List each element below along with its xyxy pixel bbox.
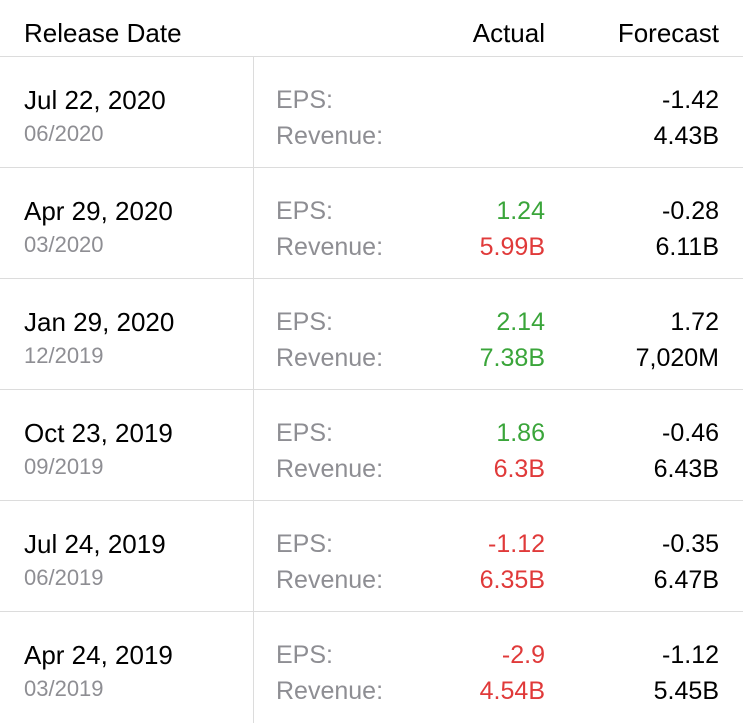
- eps-forecast: -1.12: [662, 641, 719, 669]
- revenue-label: Revenue:: [276, 566, 384, 594]
- revenue-label: Revenue:: [276, 122, 384, 150]
- eps-forecast: -1.42: [662, 86, 719, 114]
- release-date: Jul 22, 2020: [24, 85, 166, 115]
- eps-forecast: -0.28: [662, 197, 719, 225]
- eps-actual: 1.24: [496, 197, 545, 225]
- eps-forecast: 1.72: [670, 308, 719, 336]
- earnings-table: Jul 22, 2020 06/2020 EPS: Revenue: -1.42…: [0, 57, 743, 723]
- eps-actual: 2.14: [496, 308, 545, 336]
- header-forecast: Forecast: [617, 18, 719, 48]
- eps-forecast: -0.46: [662, 419, 719, 447]
- fiscal-period: 06/2020: [24, 121, 104, 146]
- header-release-date: Release Date: [24, 18, 182, 48]
- release-date: Jan 29, 2020: [24, 307, 175, 337]
- eps-actual: 1.86: [496, 419, 545, 447]
- eps-forecast: -0.35: [662, 530, 719, 558]
- eps-label: EPS:: [276, 197, 333, 225]
- revenue-actual: 5.99B: [479, 233, 545, 261]
- revenue-forecast: 6.47B: [653, 566, 719, 594]
- table-row[interactable]: Jul 24, 2019 06/2019 EPS: Revenue: -1.12…: [0, 501, 743, 612]
- revenue-forecast: 4.43B: [653, 122, 719, 150]
- eps-actual: -1.12: [488, 530, 545, 558]
- revenue-forecast: 5.45B: [653, 677, 719, 705]
- release-date: Apr 29, 2020: [24, 196, 173, 226]
- fiscal-period: 09/2019: [24, 454, 104, 479]
- fiscal-period: 12/2019: [24, 343, 104, 368]
- column-divider: [253, 612, 254, 723]
- column-divider: [253, 279, 254, 389]
- fiscal-period: 03/2019: [24, 676, 104, 701]
- revenue-forecast: 6.43B: [653, 455, 719, 483]
- eps-label: EPS:: [276, 308, 333, 336]
- revenue-forecast: 7,020M: [635, 344, 719, 372]
- table-header: Release Date Actual Forecast: [0, 0, 743, 57]
- revenue-label: Revenue:: [276, 233, 384, 261]
- revenue-actual: 6.3B: [493, 455, 545, 483]
- revenue-label: Revenue:: [276, 677, 384, 705]
- revenue-forecast: 6.11B: [655, 233, 719, 261]
- eps-actual: -2.9: [501, 641, 545, 669]
- table-row[interactable]: Jan 29, 2020 12/2019 EPS: Revenue: 2.14 …: [0, 279, 743, 390]
- table-row[interactable]: Oct 23, 2019 09/2019 EPS: Revenue: 1.86 …: [0, 390, 743, 501]
- table-row[interactable]: Apr 24, 2019 03/2019 EPS: Revenue: -2.9 …: [0, 612, 743, 723]
- fiscal-period: 06/2019: [24, 565, 104, 590]
- eps-label: EPS:: [276, 419, 333, 447]
- release-date: Oct 23, 2019: [24, 418, 173, 448]
- eps-label: EPS:: [276, 641, 333, 669]
- revenue-label: Revenue:: [276, 455, 384, 483]
- fiscal-period: 03/2020: [24, 232, 104, 257]
- revenue-actual: 7.38B: [479, 344, 545, 372]
- release-date: Jul 24, 2019: [24, 529, 166, 559]
- revenue-actual: 4.54B: [479, 677, 545, 705]
- column-divider: [253, 390, 254, 500]
- eps-label: EPS:: [276, 530, 333, 558]
- eps-label: EPS:: [276, 86, 333, 114]
- column-divider: [253, 168, 254, 278]
- column-divider: [253, 501, 254, 611]
- table-row[interactable]: Jul 22, 2020 06/2020 EPS: Revenue: -1.42…: [0, 57, 743, 168]
- table-row[interactable]: Apr 29, 2020 03/2020 EPS: Revenue: 1.24 …: [0, 168, 743, 279]
- column-divider: [253, 57, 254, 167]
- release-date: Apr 24, 2019: [24, 640, 173, 670]
- revenue-actual: 6.35B: [479, 566, 545, 594]
- revenue-label: Revenue:: [276, 344, 384, 372]
- header-actual: Actual: [472, 18, 545, 48]
